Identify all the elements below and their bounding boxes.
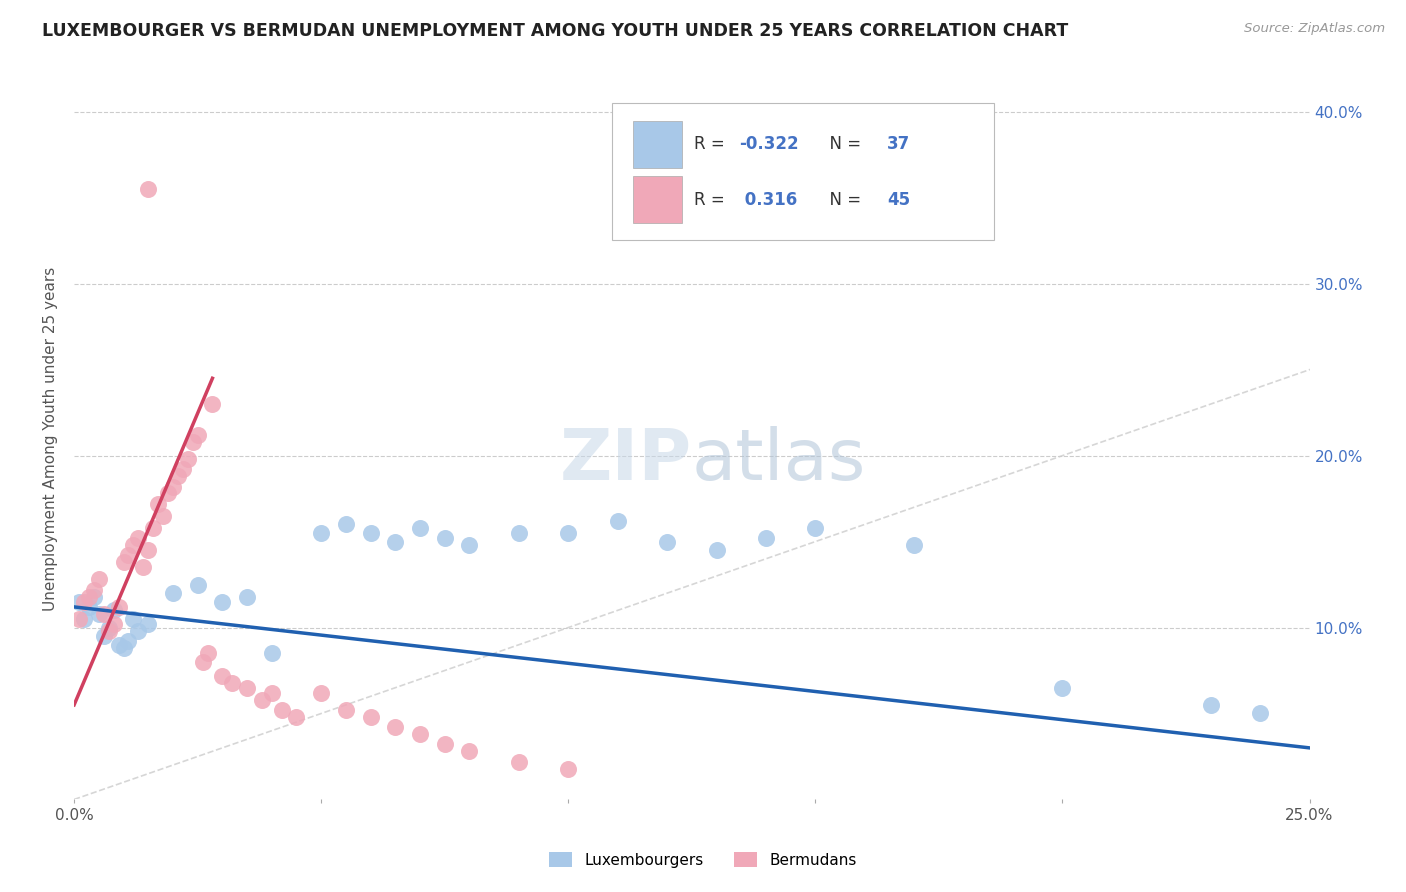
Text: 0.316: 0.316	[738, 191, 797, 210]
Point	[127, 531, 149, 545]
Text: 45: 45	[887, 191, 910, 210]
Point	[433, 738, 456, 752]
Point	[112, 555, 135, 569]
Point	[433, 531, 456, 545]
Point	[335, 517, 357, 532]
Point	[508, 755, 530, 769]
Point	[260, 646, 283, 660]
Point	[177, 452, 200, 467]
Point	[236, 681, 259, 695]
Point	[73, 595, 96, 609]
Point	[384, 534, 406, 549]
Point	[270, 703, 292, 717]
Point	[1199, 698, 1222, 712]
Point	[112, 641, 135, 656]
Text: ZIP: ZIP	[560, 425, 692, 494]
Point	[77, 599, 100, 614]
Point	[804, 521, 827, 535]
Point	[409, 727, 432, 741]
Point	[250, 692, 273, 706]
Point	[655, 534, 678, 549]
Point	[181, 434, 204, 449]
Point	[107, 599, 129, 614]
Point	[236, 590, 259, 604]
FancyBboxPatch shape	[612, 103, 994, 240]
Text: 37: 37	[887, 135, 910, 153]
Point	[67, 595, 90, 609]
Point	[285, 710, 308, 724]
Point	[903, 538, 925, 552]
Point	[87, 607, 110, 621]
Point	[77, 590, 100, 604]
Point	[187, 428, 209, 442]
Point	[136, 543, 159, 558]
Point	[93, 607, 115, 621]
Point	[117, 634, 139, 648]
Point	[221, 675, 243, 690]
Point	[67, 612, 90, 626]
Point	[127, 624, 149, 638]
Point	[755, 531, 778, 545]
Point	[197, 646, 219, 660]
Point	[309, 526, 332, 541]
Text: atlas: atlas	[692, 425, 866, 494]
Point	[103, 617, 125, 632]
Point	[97, 621, 120, 635]
Point	[136, 182, 159, 196]
Point	[260, 686, 283, 700]
Point	[557, 526, 579, 541]
Point	[83, 582, 105, 597]
Point	[557, 762, 579, 776]
Point	[87, 573, 110, 587]
Point	[384, 720, 406, 734]
FancyBboxPatch shape	[633, 120, 682, 168]
Text: -0.322: -0.322	[738, 135, 799, 153]
Point	[122, 612, 145, 626]
Point	[146, 497, 169, 511]
Point	[211, 668, 233, 682]
Point	[1052, 681, 1074, 695]
Text: Source: ZipAtlas.com: Source: ZipAtlas.com	[1244, 22, 1385, 36]
Point	[360, 710, 382, 724]
Legend: Luxembourgers, Bermudans: Luxembourgers, Bermudans	[541, 844, 865, 875]
Text: N =: N =	[820, 135, 866, 153]
Point	[508, 526, 530, 541]
Point	[335, 703, 357, 717]
Point	[187, 577, 209, 591]
Point	[706, 543, 728, 558]
FancyBboxPatch shape	[633, 177, 682, 223]
Point	[409, 521, 432, 535]
Point	[97, 624, 120, 638]
Point	[152, 508, 174, 523]
Point	[142, 521, 165, 535]
Point	[83, 590, 105, 604]
Point	[167, 469, 190, 483]
Point	[117, 549, 139, 563]
Point	[191, 655, 214, 669]
Point	[201, 397, 224, 411]
Text: R =: R =	[695, 135, 730, 153]
Point	[132, 560, 155, 574]
Point	[156, 486, 179, 500]
Point	[162, 586, 184, 600]
Text: R =: R =	[695, 191, 730, 210]
Point	[73, 612, 96, 626]
Point	[606, 514, 628, 528]
Y-axis label: Unemployment Among Youth under 25 years: Unemployment Among Youth under 25 years	[44, 267, 58, 610]
Point	[103, 603, 125, 617]
Point	[172, 462, 194, 476]
Point	[211, 595, 233, 609]
Text: LUXEMBOURGER VS BERMUDAN UNEMPLOYMENT AMONG YOUTH UNDER 25 YEARS CORRELATION CHA: LUXEMBOURGER VS BERMUDAN UNEMPLOYMENT AM…	[42, 22, 1069, 40]
Point	[93, 629, 115, 643]
Point	[107, 638, 129, 652]
Point	[360, 526, 382, 541]
Point	[458, 538, 481, 552]
Text: N =: N =	[820, 191, 866, 210]
Point	[122, 538, 145, 552]
Point	[1249, 706, 1271, 721]
Point	[309, 686, 332, 700]
Point	[458, 744, 481, 758]
Point	[162, 479, 184, 493]
Point	[136, 617, 159, 632]
